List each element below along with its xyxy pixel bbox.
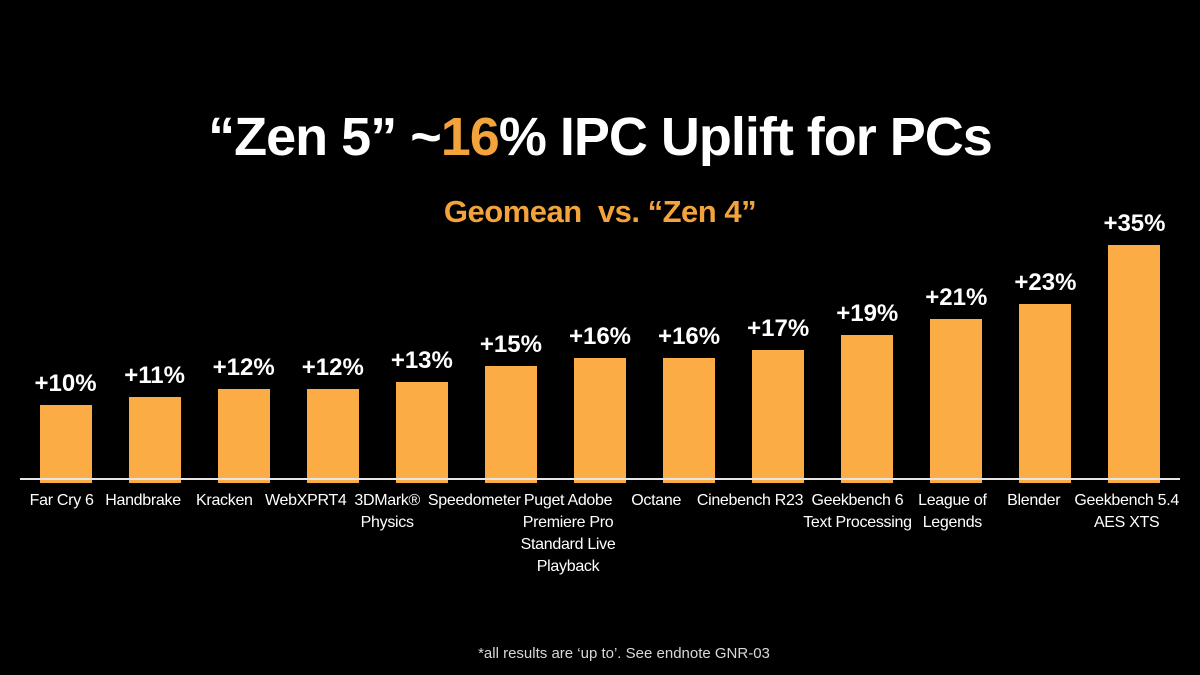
bar — [752, 350, 805, 483]
bar-value-label: +11% — [124, 362, 185, 389]
category-label-text: Blender — [1007, 492, 1061, 509]
bars-row: +10% +11% +12% +12% +13% +15% +16% +16% +17% +19%… — [21, 210, 1179, 483]
category-label-text: Geekbench 5.4 AES XTS — [1074, 492, 1179, 531]
bar-column: +35% — [1090, 210, 1179, 483]
category-label: Kracken — [184, 490, 265, 512]
bar-value-label: +16% — [658, 323, 721, 350]
category-label: Handbrake — [102, 490, 183, 512]
title-prefix: “Zen 5” ~ — [208, 107, 442, 167]
bar-value-label: +10% — [34, 370, 97, 397]
category-label: Geekbench 6 Text Processing — [803, 490, 912, 534]
bar-value-label: +12% — [212, 354, 275, 381]
title-suffix: % IPC Uplift for PCs — [498, 107, 993, 167]
bar — [128, 397, 181, 483]
bar-column: +23% — [1001, 210, 1090, 483]
category-label-text: Speedometer — [427, 492, 521, 509]
bar-column: +13% — [377, 210, 466, 483]
category-label: Speedometer — [428, 490, 521, 512]
category-label: Geekbench 5.4 AES XTS — [1074, 490, 1179, 534]
category-label: Far Cry 6 — [21, 490, 102, 512]
bar — [1019, 304, 1072, 483]
bar — [39, 405, 92, 483]
bar-column: +19% — [823, 210, 912, 483]
bar — [395, 382, 448, 483]
category-label: Blender — [993, 490, 1074, 512]
page-title: “Zen 5” ~16% IPC Uplift for PCs — [0, 106, 1200, 168]
category-label: Puget Adobe Premiere Pro Standard Live P… — [521, 490, 616, 578]
bar-column: +12% — [288, 210, 377, 483]
bar-value-label: +17% — [747, 315, 810, 342]
bar-column: +16% — [645, 210, 734, 483]
bar — [306, 389, 359, 483]
bar-value-label: +13% — [390, 347, 453, 374]
title-highlight: 16 — [440, 107, 500, 167]
page-subtitle: Geomean vs. “Zen 4” — [443, 194, 757, 229]
category-label-text: Octane — [631, 492, 682, 509]
bar-column: +16% — [555, 210, 644, 483]
bar — [574, 358, 626, 483]
category-label-text: Far Cry 6 — [29, 492, 94, 509]
bar-column: +15% — [466, 210, 555, 483]
bar-value-label: +15% — [479, 331, 542, 358]
bar — [930, 319, 983, 483]
bar — [841, 335, 894, 483]
bar-value-label: +23% — [1014, 269, 1077, 296]
bar — [663, 358, 716, 483]
category-labels-row: Far Cry 6 Handbrake Kracken WebXPRT4 3DMark®… — [21, 490, 1180, 578]
bar-value-label: +16% — [568, 323, 632, 350]
bar-column: +10% — [21, 210, 110, 483]
bar-column: +12% — [199, 210, 288, 483]
bar-column: +11% — [110, 210, 199, 483]
category-label-text: Handbrake — [105, 492, 181, 509]
category-label: Cinebench R23 — [696, 490, 804, 512]
bar-value-label: +19% — [836, 300, 899, 327]
category-label-text: League of Legends — [918, 492, 987, 531]
x-axis-line — [20, 478, 1180, 480]
category-label-text: 3DMark® Physics — [354, 492, 421, 531]
category-label-text: WebXPRT4 — [265, 492, 347, 509]
category-label-text: Geekbench 6 Text Processing — [803, 492, 912, 531]
bar-value-label: +12% — [301, 354, 364, 381]
bar-value-label: +21% — [925, 284, 988, 311]
bar — [217, 389, 270, 483]
category-label: WebXPRT4 — [265, 490, 347, 512]
footnote: *all results are ‘up to’. See endnote GN… — [478, 645, 770, 662]
bar-column: +21% — [912, 210, 1001, 483]
category-label-text: Puget Adobe Premiere Pro Standard Live P… — [520, 492, 616, 575]
bar-value-label: +35% — [1103, 210, 1166, 237]
category-label: League of Legends — [912, 490, 993, 534]
bar-column: +17% — [734, 210, 823, 483]
bar — [1108, 245, 1161, 483]
category-label-text: Kracken — [196, 492, 253, 509]
category-label-text: Cinebench R23 — [696, 492, 804, 509]
bar — [484, 366, 537, 483]
category-label: 3DMark® Physics — [347, 490, 428, 534]
category-label: Octane — [615, 490, 696, 512]
